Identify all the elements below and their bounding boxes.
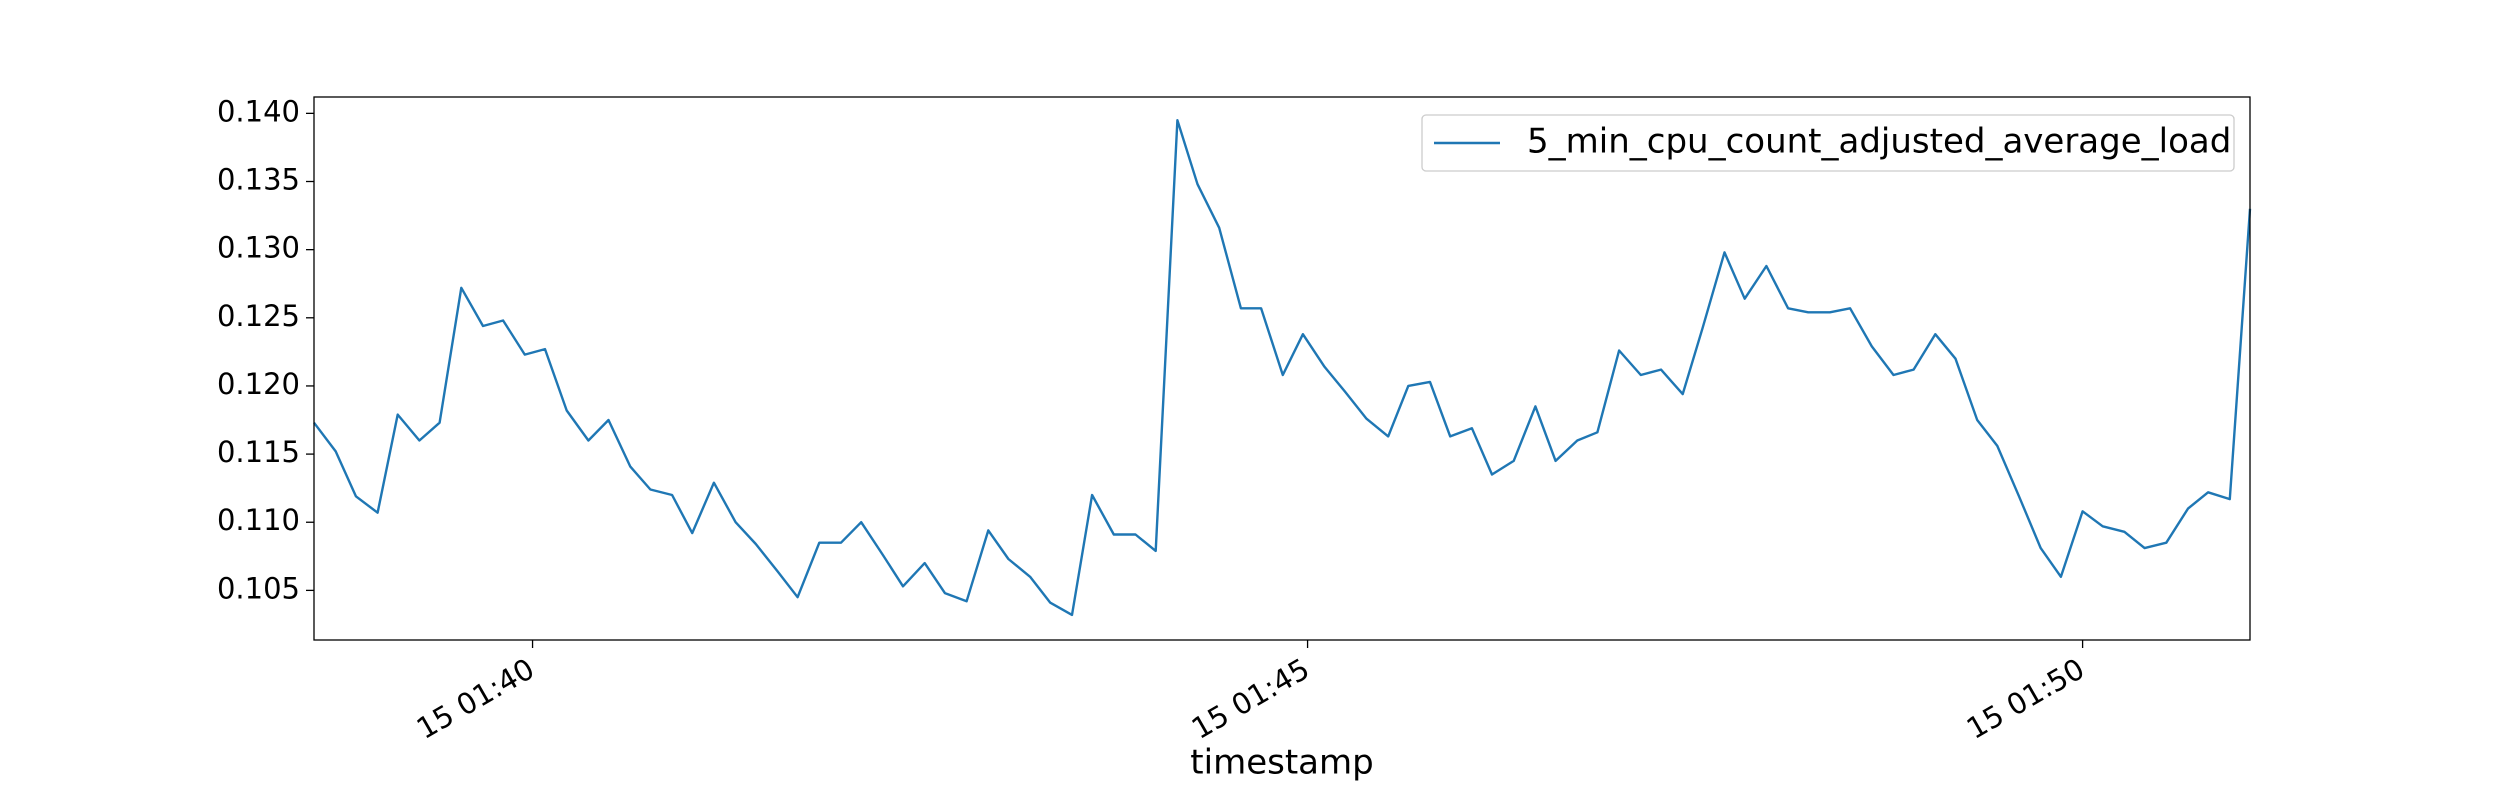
y-tick-label: 0.110 bbox=[217, 503, 300, 537]
x-tick-label: 15 01:40 bbox=[411, 652, 540, 746]
x-tick-label: 15 01:45 bbox=[1186, 652, 1315, 746]
y-tick-label: 0.105 bbox=[217, 571, 300, 605]
y-tick-label: 0.115 bbox=[217, 435, 300, 469]
y-tick-label: 0.125 bbox=[217, 299, 300, 333]
legend-label: 5_min_cpu_count_adjusted_average_load bbox=[1527, 122, 2231, 162]
x-axis-label: timestamp bbox=[1190, 743, 1373, 783]
y-tick-label: 0.120 bbox=[217, 367, 300, 401]
x-tick-label: 15 01:50 bbox=[1961, 652, 2090, 746]
y-tick-label: 0.130 bbox=[217, 231, 300, 265]
legend-box bbox=[1421, 114, 2235, 172]
data-line bbox=[313, 118, 2252, 617]
y-tick-label: 0.135 bbox=[217, 163, 300, 197]
y-tick-label: 0.140 bbox=[217, 94, 300, 128]
plot-frame bbox=[313, 96, 2251, 641]
